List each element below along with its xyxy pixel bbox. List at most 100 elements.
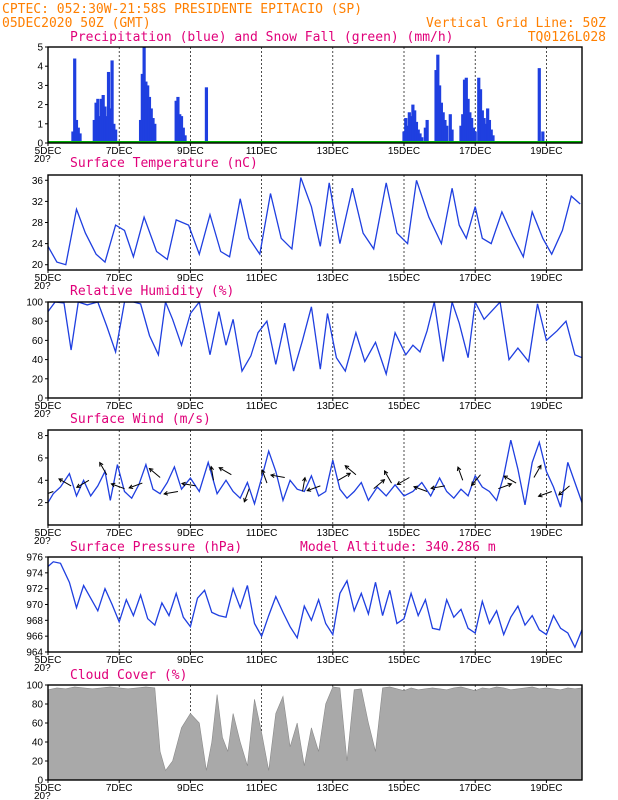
precipitation-bar [146,85,150,143]
wind-arrow [396,477,410,485]
pressure-frame [47,556,583,653]
precipitation-bar [450,129,454,143]
precipitation-bar [98,116,102,143]
y-tick-label: 80 [32,700,44,711]
y-tick-label: 6 [37,453,43,464]
precipitation-bar [73,58,77,143]
x-tick-label: 11DEC [246,401,278,412]
y-tick-label: 20 [32,374,44,385]
x-tick-label: 13DEC [317,401,349,412]
x-tick-label: 17DEC [459,783,491,794]
wind-arrow [164,490,179,495]
x-tick-label: 5DEC [35,655,62,666]
wind-arrow [344,465,357,476]
precipitation-bar [153,123,157,143]
precipitation-bar [473,131,477,143]
wind-arrowhead [384,470,389,475]
precipitation-bar [471,127,476,143]
x-tick-label: 9DEC [177,401,204,412]
wind-arrowhead [537,464,542,470]
x-tick-label: 7DEC [106,655,133,666]
temperature-plot-area [48,177,581,266]
wind-arrow [261,469,268,484]
precipitation-bar [204,87,209,143]
wind-arrowhead [75,483,81,488]
header-grid-note: Vertical Grid Line: 50Z [426,16,606,31]
wind-arrow [384,470,392,484]
precipitation-bar [149,108,153,143]
y-tick-label: 0 [37,776,43,787]
wind-arrowhead [302,476,307,482]
precipitation-bar [491,135,495,143]
y-tick-label: 968 [26,616,43,627]
wind-arrow [413,486,428,492]
x-tick-overlap-fragment: 20? [34,409,51,420]
precip-plot-area [48,47,582,143]
precipitation-bar [94,102,98,143]
precipitation-bar [140,73,144,143]
precipitation-bar [74,119,79,143]
precipitation-bar [439,102,443,143]
wind-arrowhead [537,492,543,498]
wind-arrowhead [218,467,224,472]
wind-arrow [270,474,285,478]
wind-arrow [503,475,517,484]
y-tick-label: 0 [37,394,43,405]
precip-frame [47,46,583,144]
wind-arrowhead [558,490,563,496]
y-tick-label: 60 [32,719,44,730]
precipitation-bar [402,131,406,143]
y-tick-label: 1 [37,119,43,130]
wind-plot-area [48,439,582,508]
x-tick-label: 19DEC [530,401,562,412]
precipitation-bar [181,127,185,143]
precipitation-bar [462,79,467,143]
precipitation-bar [537,68,541,143]
model-altitude-label: Model Altitude: 340.286 m [300,540,496,555]
precipitation-bar [92,119,96,143]
wind-arrow [129,482,143,489]
precipitation-bar [425,119,429,143]
precipitation-bar [96,98,100,143]
humidity-series-line [48,302,582,377]
precipitation-bar [142,47,146,143]
wind-arrow [181,482,196,487]
precipitation-bar [114,129,118,143]
temperature-panel-title: Surface Temperature (nC) [70,156,258,171]
precipitation-bar [103,106,107,143]
precipitation-bar [434,70,438,143]
header-date-line: 05DEC2020 50Z (GMT) [2,16,151,31]
precipitation-bar [411,104,415,143]
precipitation-bar [468,112,472,143]
y-tick-label: 976 [26,553,43,564]
wind-arrow [337,472,351,481]
x-tick-label: 11DEC [246,146,278,157]
x-tick-label: 13DEC [317,655,349,666]
temperature-frame [47,174,583,271]
precipitation-bar [441,112,445,143]
precipitation-bar [541,131,545,143]
precip-panel-title: Precipitation (blue) and Snow Fall (gree… [70,30,454,45]
x-tick-label: 13DEC [317,783,349,794]
wind-series-line [48,439,582,508]
wind-arrow [111,483,125,490]
wind-arrow [431,485,446,489]
wind-arrowhead [456,466,462,472]
x-tick-label: 17DEC [459,401,491,412]
x-tick-label: 5DEC [35,528,62,539]
y-tick-label: 80 [32,317,44,328]
precipitation-bar [106,71,111,143]
precipitation-bar [176,96,180,143]
wind-arrowhead [413,485,419,491]
precipitation-bar [436,54,440,143]
precipitation-bar [477,77,481,143]
precipitation-bar [464,77,468,143]
wind-arrowhead [148,467,154,473]
humidity-frame [47,301,583,399]
y-tick-label: 5 [37,43,43,54]
x-tick-overlap-fragment: 20? [34,281,51,292]
precipitation-bar [489,129,493,143]
x-tick-label: 19DEC [530,783,562,794]
temperature-panel: 5DEC 7DEC 9DEC 11DEC 13DEC 15DEC 17DEC 19DEC 20?… [32,174,583,292]
x-tick-label: 11DEC [246,273,278,284]
